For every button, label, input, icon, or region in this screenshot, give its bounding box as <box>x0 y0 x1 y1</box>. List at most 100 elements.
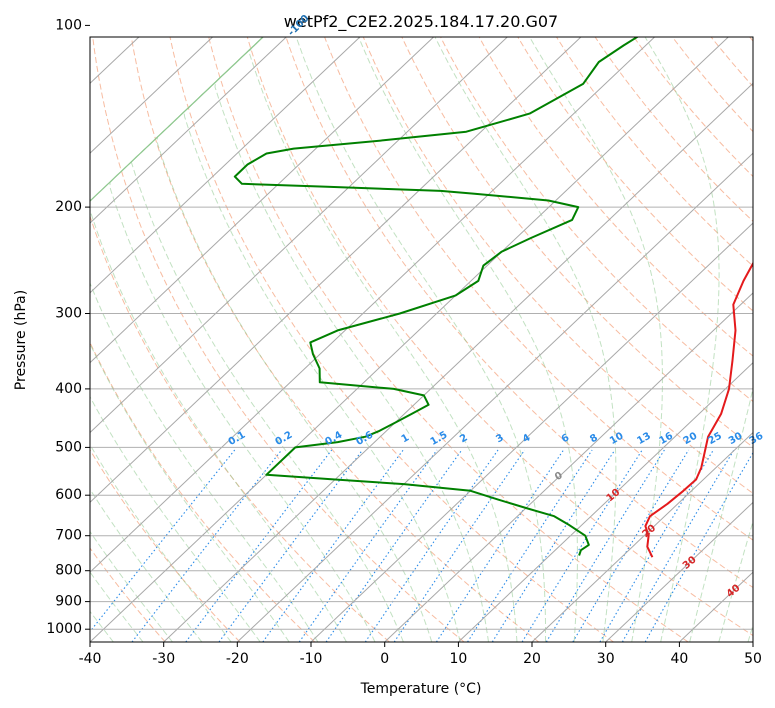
dry-adiabat <box>90 448 241 642</box>
moist-adiabat <box>295 37 546 642</box>
moist-adiabat <box>183 37 461 642</box>
mixing-ratio-line <box>521 449 643 642</box>
moist-adiabat <box>718 519 753 642</box>
moist-adiabat <box>90 37 264 642</box>
y-tick-label: 700 <box>55 528 82 544</box>
dry-adiabat <box>208 37 689 642</box>
dry-adiabat <box>90 214 390 642</box>
reference-lines <box>90 37 753 642</box>
isotherm <box>90 37 582 504</box>
sounding-traces <box>233 37 753 558</box>
isotherm <box>90 37 729 642</box>
isotherm <box>752 641 753 642</box>
mixing-ratio-label: 20 <box>682 431 700 448</box>
mixing-ratio-line <box>435 449 564 642</box>
mixing-ratio-line <box>644 451 753 642</box>
dry-adiabat <box>517 37 753 312</box>
dry-adiabat <box>633 37 753 178</box>
isotherm <box>679 571 753 642</box>
x-tick-label: 20 <box>523 651 541 667</box>
y-tick-label: 600 <box>55 487 82 503</box>
y-axis: 100 200 300 400 500 600 700 800 900 1000 <box>46 17 90 637</box>
dry-adiabat <box>92 37 465 642</box>
x-tick-label: -10 <box>300 651 323 667</box>
moist-adiabat <box>434 37 617 642</box>
mixing-ratio-line <box>298 449 438 642</box>
moist-adiabat <box>214 37 489 642</box>
moist-adiabat <box>747 623 753 642</box>
moist-adiabat <box>90 37 264 642</box>
isotherm <box>236 152 753 642</box>
chart-title: wetPf2_C2E2.2025.184.17.20.G07 <box>284 12 558 32</box>
moist-adiabat <box>358 37 579 642</box>
isotherm <box>90 37 434 364</box>
x-axis-title: Temperature (°C) <box>360 681 482 697</box>
isotherm <box>90 37 655 573</box>
mixing-ratio-line <box>364 449 499 642</box>
isotherm <box>0 37 65 642</box>
mixing-ratio-label: 0.6 <box>354 430 375 448</box>
moist-adiabat <box>644 37 720 642</box>
x-tick-label: 30 <box>597 651 615 667</box>
y-axis-title: Pressure (hPa) <box>13 290 29 390</box>
moist-adiabat <box>529 37 663 642</box>
plot-frame <box>89 36 754 643</box>
x-tick-label: -30 <box>152 651 175 667</box>
moist-adiabat <box>90 37 264 642</box>
isotherm <box>163 82 753 642</box>
mixing-ratio-label: 8 <box>588 432 600 445</box>
mixing-ratio-label: 1.5 <box>429 430 450 448</box>
dry-adiabat <box>324 37 753 541</box>
x-axis: -40 -30 -20 -10 0 10 20 30 40 50 <box>79 642 762 667</box>
dry-adiabat <box>710 37 753 88</box>
mixing-ratio-label: 2 <box>458 432 470 445</box>
x-tick-label: 10 <box>449 651 467 667</box>
mixing-ratio-line <box>393 449 526 642</box>
moist-adiabat <box>90 37 347 642</box>
isotherm <box>90 37 361 294</box>
y-tick-label: 900 <box>55 594 82 610</box>
mixing-ratio-label: 10 <box>608 431 626 448</box>
y-tick-label: 200 <box>55 199 82 215</box>
x-tick-label: -40 <box>79 651 102 667</box>
mixing-ratio-label: 4 <box>521 432 533 445</box>
dry-adiabat <box>130 37 540 642</box>
isotherm <box>458 362 753 642</box>
temperature-trace <box>644 261 753 558</box>
y-tick-label: 100 <box>55 17 82 33</box>
x-tick-label: 50 <box>744 651 762 667</box>
dry-adiabat <box>169 37 614 642</box>
y-tick-label: 400 <box>55 381 82 397</box>
mixing-ratio-label: 25 <box>706 431 724 448</box>
dry-adiabat <box>440 37 753 403</box>
mixing-ratio-label: 3 <box>494 432 506 445</box>
isotherm <box>90 37 287 224</box>
x-tick-label: 40 <box>670 651 688 667</box>
grid-lines <box>0 37 753 642</box>
mixing-ratio-label: 30 <box>727 431 745 448</box>
y-tick-label: 1000 <box>46 621 82 637</box>
line-labels: -100-90-80-70-60-50-40-30-20-100.10.20.4… <box>227 13 766 600</box>
mixing-ratio-line <box>131 449 283 642</box>
isotherm <box>90 37 213 154</box>
y-tick-label: 300 <box>55 306 82 322</box>
mixing-ratio-line <box>599 449 714 642</box>
dry-adiabat <box>594 37 753 222</box>
mixing-ratio-label: 6 <box>560 432 572 445</box>
dry-adiabat <box>90 341 316 642</box>
mixing-ratio-label: 13 <box>635 431 653 448</box>
mixing-ratio-line <box>491 449 616 642</box>
mixing-ratio-label: 1 <box>400 432 412 445</box>
dry-adiabat <box>246 37 753 637</box>
isotherm <box>605 501 753 642</box>
y-tick-label: 800 <box>55 563 82 579</box>
isotherm <box>531 431 753 642</box>
moist-adiabat <box>90 37 264 642</box>
y-tick-label: 500 <box>55 439 82 455</box>
dry-adiabat <box>672 37 753 133</box>
mixing-ratio-line <box>325 449 463 642</box>
dry-adiabat <box>556 37 753 267</box>
mixing-ratio-line <box>621 449 735 642</box>
dewpoint-trace <box>233 37 640 556</box>
